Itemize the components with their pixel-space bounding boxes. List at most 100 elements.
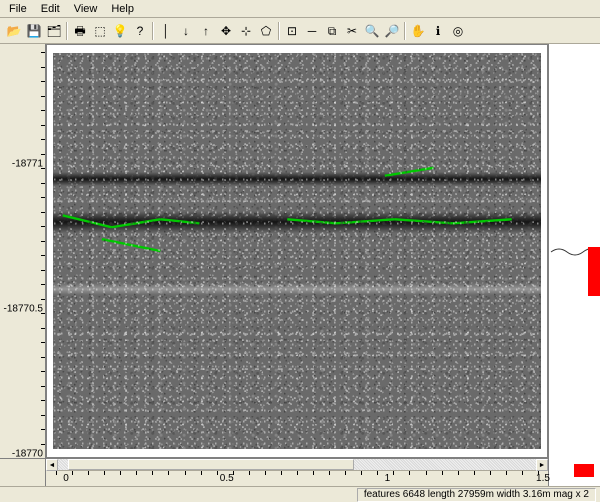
save-icon[interactable]: 💾 bbox=[25, 22, 43, 40]
x-tick-mark bbox=[522, 471, 523, 475]
bottom-axis-area: ◄ ► 00.511.5 bbox=[0, 458, 548, 486]
detection-segment bbox=[453, 219, 512, 223]
y-tick-mark bbox=[41, 52, 45, 53]
x-tick-mark bbox=[152, 471, 153, 475]
y-tick-mark bbox=[41, 357, 45, 358]
x-tick-mark bbox=[88, 471, 89, 475]
scroll-right-button[interactable]: ► bbox=[536, 459, 548, 471]
y-tick-mark bbox=[41, 81, 45, 82]
scan-image bbox=[53, 53, 541, 449]
x-tick-label: 1 bbox=[385, 473, 391, 484]
x-axis: ◄ ► 00.511.5 bbox=[46, 458, 548, 486]
x-tick-mark bbox=[168, 471, 169, 475]
horizontal-scrollbar[interactable]: ◄ ► bbox=[46, 459, 548, 471]
move-icon[interactable]: ✥ bbox=[217, 22, 235, 40]
light-band bbox=[53, 283, 541, 295]
help-icon[interactable]: ? bbox=[131, 22, 149, 40]
center-icon[interactable]: ⊹ bbox=[237, 22, 255, 40]
y-tick-mark bbox=[41, 400, 45, 401]
workspace: -18771-18770.5-18770 ◄ ► 00.511.5 bbox=[0, 44, 600, 486]
x-tick-mark bbox=[136, 471, 137, 475]
x-tick-mark bbox=[409, 471, 410, 475]
up-icon[interactable]: ↑ bbox=[197, 22, 215, 40]
x-tick-mark bbox=[297, 471, 298, 475]
overview-marker bbox=[574, 464, 594, 477]
y-axis: -18771-18770.5-18770 bbox=[0, 44, 46, 458]
x-tick-mark bbox=[185, 471, 186, 475]
status-bar: features 6648 length 27959m width 3.16m … bbox=[0, 486, 600, 502]
x-tick-mark bbox=[506, 471, 507, 475]
down-icon[interactable]: ↓ bbox=[177, 22, 195, 40]
toolbar-separator bbox=[66, 22, 68, 40]
status-text: features 6648 length 27959m width 3.16m … bbox=[357, 488, 596, 502]
menu-view[interactable]: View bbox=[67, 2, 105, 16]
menu-bar: FileEditViewHelp bbox=[0, 0, 600, 18]
y-tick-mark bbox=[41, 183, 45, 184]
y-tick-mark bbox=[41, 226, 45, 227]
y-tick-label: -18770 bbox=[12, 448, 43, 459]
y-tick-mark bbox=[41, 415, 45, 416]
detection-segment bbox=[112, 219, 161, 227]
y-tick-mark bbox=[41, 255, 45, 256]
toolbar-separator bbox=[404, 22, 406, 40]
x-tick-mark bbox=[458, 471, 459, 475]
target-icon[interactable]: ◎ bbox=[449, 22, 467, 40]
scroll-left-button[interactable]: ◄ bbox=[46, 459, 58, 471]
toolbar-separator bbox=[278, 22, 280, 40]
node-icon[interactable]: ⊡ bbox=[283, 22, 301, 40]
y-tick-mark bbox=[41, 386, 45, 387]
toolbar: 📂💾🗂 🖶⬚💡? │↓↑✥⊹⬠ ⊡─⧉✂🔍🔎 ✋ℹ◎ bbox=[0, 18, 600, 44]
scroll-track[interactable] bbox=[58, 459, 536, 470]
x-tick-mark bbox=[361, 471, 362, 475]
menu-file[interactable]: File bbox=[2, 2, 34, 16]
y-tick-mark bbox=[41, 67, 45, 68]
line-icon[interactable]: ─ bbox=[303, 22, 321, 40]
x-tick-label: 0.5 bbox=[220, 473, 234, 484]
detection-segment bbox=[287, 219, 336, 223]
x-tick-mark bbox=[281, 471, 282, 475]
zoomout-icon[interactable]: 🔎 bbox=[383, 22, 401, 40]
y-tick-label: -18771 bbox=[12, 159, 43, 170]
menu-edit[interactable]: Edit bbox=[34, 2, 67, 16]
scissors-icon[interactable]: ✂ bbox=[343, 22, 361, 40]
y-tick-mark bbox=[41, 168, 45, 169]
info-icon[interactable]: ℹ bbox=[429, 22, 447, 40]
recent-icon[interactable]: 🗂 bbox=[45, 22, 63, 40]
canvas[interactable] bbox=[46, 44, 548, 458]
y-tick-mark bbox=[41, 110, 45, 111]
x-tick-mark bbox=[233, 471, 234, 475]
zoomin-icon[interactable]: 🔍 bbox=[363, 22, 381, 40]
crack-feature bbox=[53, 211, 541, 233]
y-tick-mark bbox=[41, 154, 45, 155]
detection-segment bbox=[63, 215, 112, 227]
open-icon[interactable]: 📂 bbox=[5, 22, 23, 40]
x-tick-mark bbox=[217, 471, 218, 475]
x-tick-mark bbox=[442, 471, 443, 475]
crop-icon[interactable]: ⧉ bbox=[323, 22, 341, 40]
y-tick-mark bbox=[41, 299, 45, 300]
scroll-thumb[interactable] bbox=[68, 459, 355, 470]
print-icon[interactable]: 🖶 bbox=[71, 22, 89, 40]
toolbar-separator bbox=[152, 22, 154, 40]
overview-panel bbox=[548, 44, 600, 486]
select-icon[interactable]: ⬚ bbox=[91, 22, 109, 40]
x-tick-mark bbox=[490, 471, 491, 475]
x-tick-mark bbox=[426, 471, 427, 475]
y-tick-mark bbox=[41, 429, 45, 430]
menu-help[interactable]: Help bbox=[104, 2, 141, 16]
detection-segment bbox=[395, 219, 454, 223]
vline-icon[interactable]: │ bbox=[157, 22, 175, 40]
pan-icon[interactable]: ✋ bbox=[409, 22, 427, 40]
y-tick-mark bbox=[41, 342, 45, 343]
x-tick-mark bbox=[329, 471, 330, 475]
x-tick-mark bbox=[56, 471, 57, 475]
x-tick-mark bbox=[538, 471, 539, 475]
x-tick-mark bbox=[474, 471, 475, 475]
polygon-icon[interactable]: ⬠ bbox=[257, 22, 275, 40]
x-tick-mark bbox=[72, 471, 73, 475]
x-tick-mark bbox=[104, 471, 105, 475]
bulb-icon[interactable]: 💡 bbox=[111, 22, 129, 40]
overview-marker bbox=[588, 247, 600, 296]
y-tick-mark bbox=[41, 212, 45, 213]
detection-segment bbox=[336, 219, 395, 223]
